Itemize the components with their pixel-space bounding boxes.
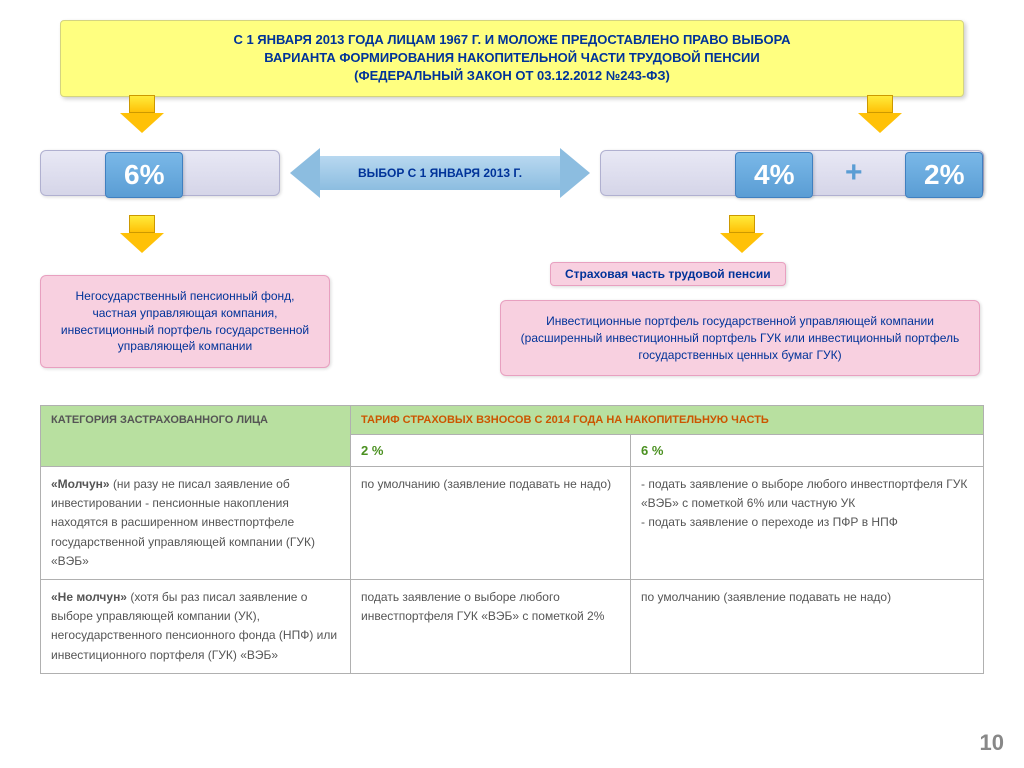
percent-4: 4%: [735, 152, 813, 198]
th-2pct: 2 %: [351, 435, 631, 467]
cell-2pct: по умолчанию (заявление подавать не надо…: [351, 467, 631, 580]
page-number: 10: [980, 730, 1004, 756]
th-6pct: 6 %: [631, 435, 984, 467]
cell-category: «Не молчун» (хотя бы раз писал заявление…: [41, 579, 351, 673]
header-line2: ВАРИАНТА ФОРМИРОВАНИЯ НАКОПИТЕЛЬНОЙ ЧАСТ…: [81, 49, 943, 67]
cell-6pct: - подать заявление о выборе любого инвес…: [631, 467, 984, 580]
choice-arrow: ВЫБОР С 1 ЯНВАРЯ 2013 Г.: [290, 148, 590, 198]
arrow-right-icon: [560, 148, 590, 198]
header-line3: (ФЕДЕРАЛЬНЫЙ ЗАКОН ОТ 03.12.2012 №243-ФЗ…: [81, 67, 943, 85]
tariff-table: КАТЕГОРИЯ ЗАСТРАХОВАННОГО ЛИЦА ТАРИФ СТР…: [40, 405, 984, 674]
cell-2pct: подать заявление о выборе любого инвестп…: [351, 579, 631, 673]
th-tariff: ТАРИФ СТРАХОВЫХ ВЗНОСОВ С 2014 ГОДА НА Н…: [351, 406, 984, 435]
header-box: С 1 ЯНВАРЯ 2013 ГОДА ЛИЦАМ 1967 Г. И МОЛ…: [60, 20, 964, 97]
info-box-left: Негосударственный пенсионный фонд, частн…: [40, 275, 330, 368]
insurance-label: Страховая часть трудовой пенсии: [550, 262, 786, 286]
cell-category: «Молчун» (ни разу не писал заявление об …: [41, 467, 351, 580]
table-row: «Молчун» (ни разу не писал заявление об …: [41, 467, 984, 580]
info-box-right: Инвестиционные портфель государственной …: [500, 300, 980, 376]
arrow-left-icon: [290, 148, 320, 198]
choice-label: ВЫБОР С 1 ЯНВАРЯ 2013 Г.: [320, 156, 560, 190]
th-category: КАТЕГОРИЯ ЗАСТРАХОВАННОГО ЛИЦА: [41, 406, 351, 467]
table-row: «Не молчун» (хотя бы раз писал заявление…: [41, 579, 984, 673]
cell-6pct: по умолчанию (заявление подавать не надо…: [631, 579, 984, 673]
percent-2: 2%: [905, 152, 983, 198]
header-line1: С 1 ЯНВАРЯ 2013 ГОДА ЛИЦАМ 1967 Г. И МОЛ…: [81, 31, 943, 49]
table-header-row: КАТЕГОРИЯ ЗАСТРАХОВАННОГО ЛИЦА ТАРИФ СТР…: [41, 406, 984, 435]
plus-icon: +: [845, 156, 863, 190]
percent-6: 6%: [105, 152, 183, 198]
